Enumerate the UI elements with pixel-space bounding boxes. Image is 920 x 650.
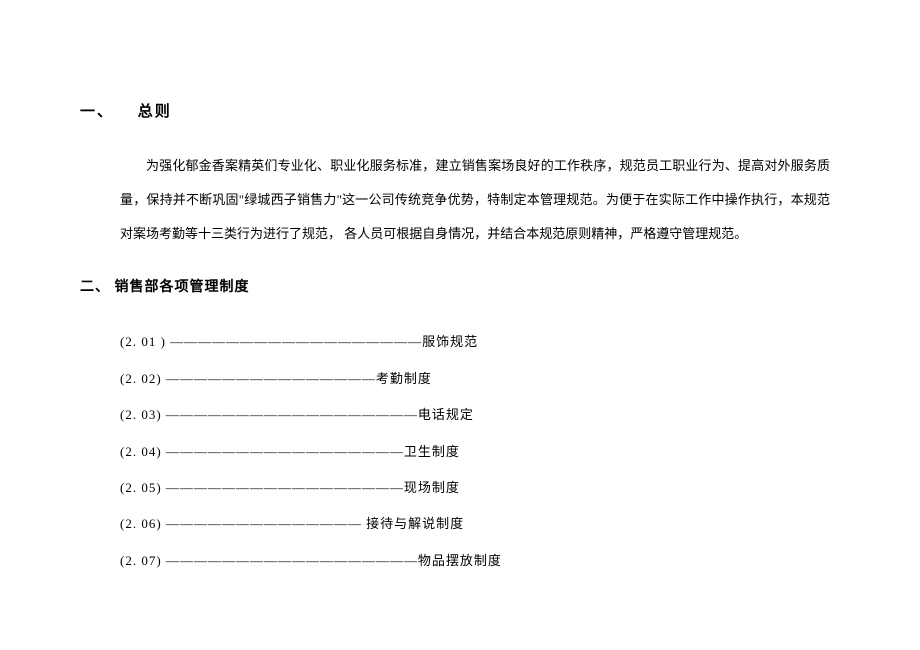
toc-item: (2. 06) —————————————— 接待与解说制度 — [120, 506, 840, 542]
toc-item-title: 考勤制度 — [376, 371, 432, 386]
toc-item-title: 电话规定 — [418, 407, 474, 422]
toc-item-separator: ————————————————— — [162, 480, 404, 495]
toc-item-code: (2. 04) — [120, 444, 162, 459]
toc-item-code: (2. 05) — [120, 480, 162, 495]
toc-item-code: (2. 07) — [120, 553, 162, 568]
toc-item: (2. 03) ——————————————————电话规定 — [120, 397, 840, 433]
toc-item-title: 物品摆放制度 — [418, 553, 502, 568]
toc-item-title: 卫生制度 — [404, 444, 460, 459]
toc-item: (2. 07) ——————————————————物品摆放制度 — [120, 543, 840, 579]
section-2-heading: 二、 销售部各项管理制度 — [80, 276, 840, 296]
toc-item-title: 服饰规范 — [422, 334, 478, 349]
section-1-number: 一、 — [80, 104, 114, 120]
toc-item-code: (2. 06) — [120, 516, 162, 531]
toc-item-title: 现场制度 — [404, 480, 460, 495]
toc-item-separator: ————————————————— — [162, 444, 404, 459]
toc-item: (2. 04) —————————————————卫生制度 — [120, 434, 840, 470]
toc-item: (2. 01 ) ——————————————————服饰规范 — [120, 324, 840, 360]
section-2-number: 二、 — [80, 280, 110, 295]
section-1-heading: 一、 总则 — [80, 100, 840, 121]
toc-item-separator: ——————————————— — [162, 371, 376, 386]
toc-item-title: 接待与解说制度 — [366, 516, 464, 531]
toc-item-separator: —————————————————— — [162, 407, 418, 422]
toc-item: (2. 02) ———————————————考勤制度 — [120, 361, 840, 397]
section-2-title: 销售部各项管理制度 — [115, 280, 250, 295]
toc-item-code: (2. 02) — [120, 371, 162, 386]
toc-item-separator: —————————————————— — [162, 553, 418, 568]
toc-item: (2. 05) —————————————————现场制度 — [120, 470, 840, 506]
toc-item-code: (2. 03) — [120, 407, 162, 422]
toc-item-separator: —————————————————— — [166, 334, 422, 349]
general-principles-paragraph: 为强化郁金香案精英们专业化、职业化服务标准，建立销售案场良好的工作秩序，规范员工… — [120, 149, 830, 250]
toc-item-code: (2. 01 ) — [120, 334, 166, 349]
section-1-title: 总则 — [138, 104, 172, 120]
toc-item-separator: —————————————— — [162, 516, 367, 531]
toc-list: (2. 01 ) ——————————————————服饰规范 (2. 02) … — [120, 324, 840, 579]
